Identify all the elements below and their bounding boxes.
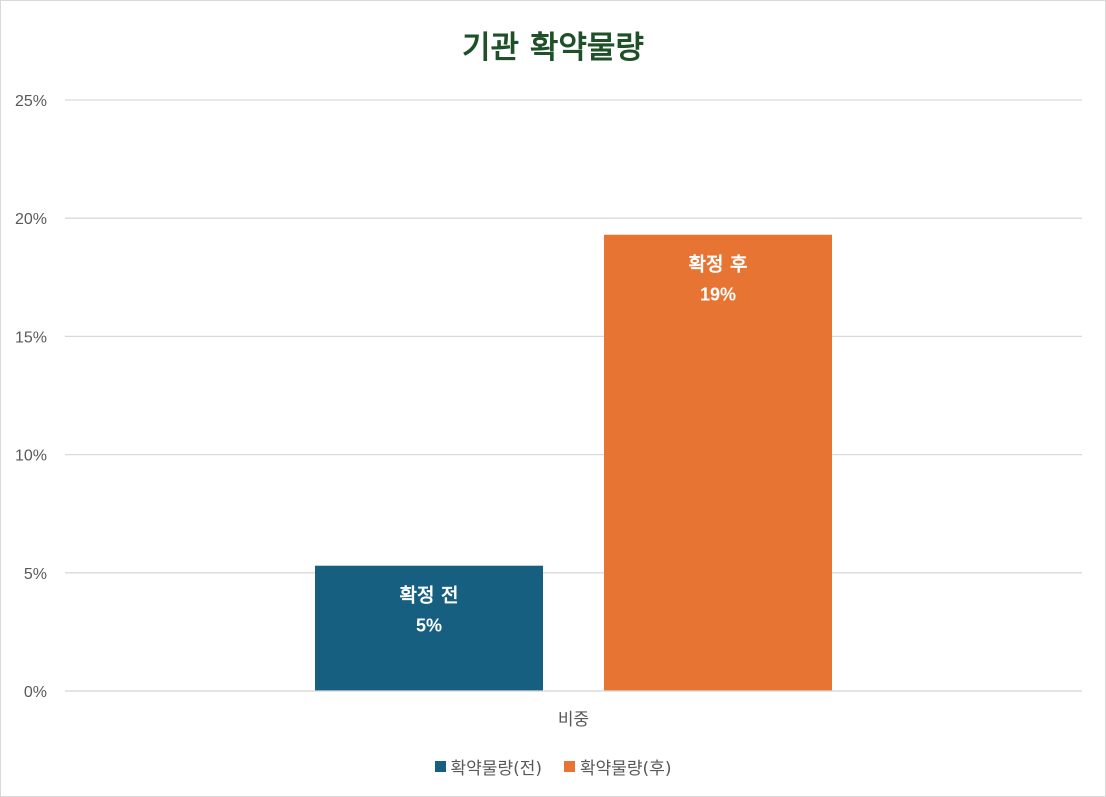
legend-label-after: 확약물량(후) xyxy=(580,759,672,779)
y-tick-label: 20% xyxy=(15,211,47,228)
legend: 확약물량(전) 확약물량(후) xyxy=(0,754,1106,779)
bar xyxy=(315,565,543,691)
bar xyxy=(604,234,832,692)
data-label-name: 확정 후 xyxy=(688,253,747,276)
y-tick-label: 25% xyxy=(15,93,47,110)
legend-item-before: 확약물량(전) xyxy=(434,754,542,779)
legend-swatch-before xyxy=(434,761,446,772)
y-tick-label: 5% xyxy=(24,566,47,583)
data-label-value: 5% xyxy=(416,616,442,636)
legend-item-after: 확약물량(후) xyxy=(564,754,671,779)
data-label-name: 확정 전 xyxy=(399,584,458,607)
y-tick-label: 0% xyxy=(24,684,47,701)
data-label-value: 19% xyxy=(700,285,736,305)
x-category-label: 비중 xyxy=(558,710,589,730)
chart-title: 기관 확약물량 xyxy=(462,30,644,66)
y-tick-label: 10% xyxy=(15,448,47,465)
legend-label-before: 확약물량(전) xyxy=(450,759,542,779)
legend-swatch-after xyxy=(564,761,575,772)
y-tick-label: 15% xyxy=(15,329,47,346)
